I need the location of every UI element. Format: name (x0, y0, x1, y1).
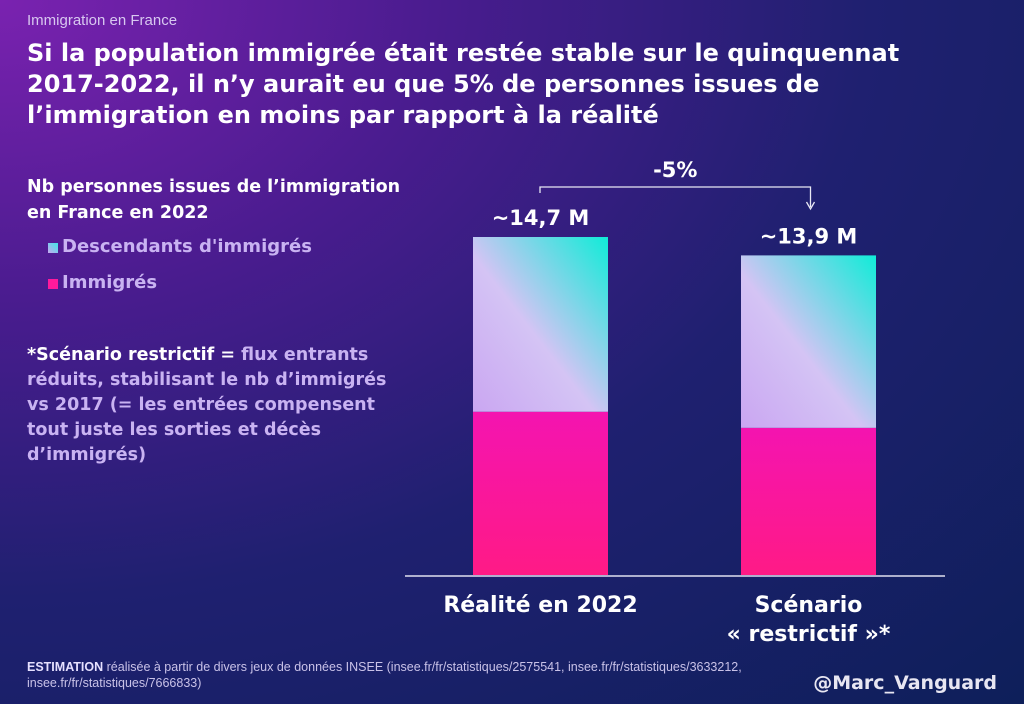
total-label: ~14,7 M (492, 206, 590, 230)
legend-label: Descendants d'immigrés (62, 236, 312, 257)
bar-descendants (473, 237, 608, 412)
chart-title: Si la population immigrée était restée s… (27, 39, 900, 129)
category-label: « restrictif »* (727, 622, 891, 647)
bar-descendants (741, 255, 876, 428)
legend-item-immigres: Immigrés (48, 272, 158, 293)
delta-bracket (539, 186, 812, 207)
legend-swatch (48, 279, 58, 289)
kicker: Immigration en France (27, 12, 178, 29)
legend-label: Immigrés (62, 272, 158, 293)
legend-swatch (48, 243, 58, 253)
bar-immigres (741, 427, 876, 575)
footer-source: ESTIMATION réalisée à partir de divers j… (27, 660, 742, 690)
legend-item-descendants: Descendants d'immigrés (48, 236, 312, 257)
category-label: Scénario (755, 593, 863, 618)
bar-immigres (473, 411, 608, 575)
arrow-down-icon (805, 201, 816, 211)
legend-title: Nb personnes issues de l’immigration en … (27, 177, 401, 223)
category-label: Réalité en 2022 (443, 593, 637, 618)
total-label: ~13,9 M (760, 224, 858, 248)
delta-annotation: -5% (653, 158, 697, 182)
scenario-note: *Scénario restrictif = flux entrants réd… (27, 345, 387, 465)
author-handle: @Marc_Vanguard (813, 672, 997, 694)
